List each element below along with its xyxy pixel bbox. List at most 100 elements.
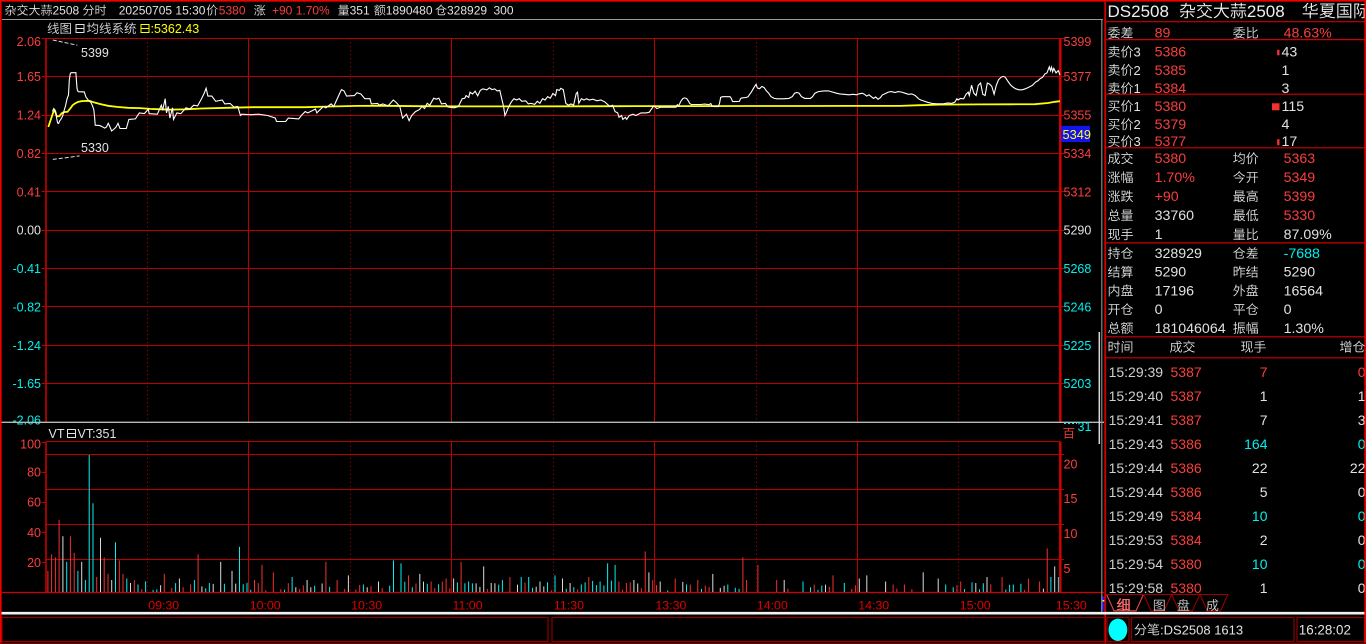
- svg-text:5384: 5384: [1155, 81, 1187, 97]
- svg-text:3: 3: [1358, 412, 1366, 428]
- svg-text:5387: 5387: [1171, 364, 1202, 380]
- svg-text:11:00: 11:00: [453, 599, 483, 613]
- svg-text:5380: 5380: [219, 4, 246, 18]
- svg-text:115: 115: [1282, 99, 1305, 115]
- svg-text:15:00: 15:00: [960, 599, 991, 613]
- svg-text:17196: 17196: [1155, 283, 1195, 299]
- svg-text:1.65: 1.65: [17, 70, 41, 84]
- svg-text:0: 0: [1358, 532, 1366, 548]
- svg-text:5377: 5377: [1064, 70, 1092, 84]
- svg-text:1: 1: [1260, 580, 1268, 596]
- svg-text:2: 2: [1260, 532, 1268, 548]
- svg-text:20: 20: [27, 556, 41, 570]
- svg-text:5290: 5290: [1064, 224, 1092, 238]
- svg-text:VT:351: VT:351: [78, 427, 117, 441]
- svg-text:0: 0: [1358, 436, 1366, 452]
- svg-text:3: 3: [1134, 134, 1141, 149]
- svg-text:5290: 5290: [1284, 265, 1316, 281]
- svg-text:351: 351: [350, 4, 370, 18]
- svg-text:1.70%: 1.70%: [1155, 170, 1196, 186]
- svg-text:0: 0: [1155, 302, 1163, 318]
- svg-text:5363: 5363: [1284, 151, 1316, 167]
- svg-text:5290: 5290: [1155, 265, 1187, 281]
- svg-text:-0.82: -0.82: [13, 300, 42, 314]
- svg-text:5380: 5380: [1155, 99, 1187, 115]
- svg-text:15:29:41: 15:29:41: [1109, 412, 1164, 428]
- svg-text:16:28:02: 16:28:02: [1299, 622, 1351, 637]
- svg-text:5203: 5203: [1064, 377, 1092, 391]
- svg-text:15:29:58: 15:29:58: [1109, 580, 1164, 596]
- svg-text:5387: 5387: [1171, 388, 1202, 404]
- svg-text:15: 15: [1064, 492, 1078, 506]
- svg-text:5379: 5379: [1155, 117, 1187, 133]
- svg-text:14:00: 14:00: [757, 599, 788, 613]
- svg-text:31: 31: [1078, 420, 1092, 434]
- svg-text:43: 43: [1282, 45, 1298, 61]
- svg-text:0: 0: [1358, 556, 1366, 572]
- svg-text:1: 1: [1358, 388, 1366, 404]
- svg-text:1: 1: [1134, 81, 1141, 96]
- svg-text:15:29:40: 15:29:40: [1109, 388, 1164, 404]
- svg-text:5380: 5380: [1155, 151, 1187, 167]
- svg-text:10: 10: [1252, 556, 1268, 572]
- svg-text:5385: 5385: [1155, 63, 1187, 79]
- svg-text:17: 17: [1282, 134, 1298, 150]
- svg-text:5312: 5312: [1064, 185, 1092, 199]
- svg-text:328929: 328929: [1155, 246, 1202, 262]
- svg-text:VT: VT: [49, 427, 65, 441]
- svg-text:3: 3: [1282, 81, 1290, 97]
- svg-text:+90: +90: [1155, 189, 1179, 205]
- svg-text:5386: 5386: [1171, 436, 1202, 452]
- svg-text:0: 0: [1358, 484, 1366, 500]
- svg-text:0.00: 0.00: [17, 224, 41, 238]
- svg-text:80: 80: [27, 466, 41, 480]
- svg-text:5399: 5399: [1064, 35, 1092, 49]
- svg-text:2: 2: [1134, 63, 1141, 78]
- svg-text:-2.06: -2.06: [13, 414, 42, 428]
- svg-text:48.63%: 48.63%: [1284, 26, 1333, 42]
- svg-text:10: 10: [1252, 508, 1268, 524]
- svg-text:5399: 5399: [81, 46, 109, 60]
- svg-text:1: 1: [1260, 388, 1268, 404]
- svg-text:5384: 5384: [1171, 532, 1202, 548]
- svg-text:5246: 5246: [1064, 300, 1092, 314]
- svg-text:-7688: -7688: [1284, 246, 1320, 262]
- svg-text:15:29:49: 15:29:49: [1109, 508, 1164, 524]
- svg-text:5225: 5225: [1064, 339, 1092, 353]
- svg-text:1: 1: [1282, 63, 1290, 79]
- svg-text:13:30: 13:30: [655, 599, 686, 613]
- svg-text:15:29:44: 15:29:44: [1109, 484, 1164, 500]
- svg-text:0: 0: [1284, 302, 1292, 318]
- svg-text:5355: 5355: [1064, 109, 1092, 123]
- svg-text:-1.65: -1.65: [13, 377, 42, 391]
- svg-text:164: 164: [1244, 436, 1268, 452]
- svg-text:5268: 5268: [1064, 262, 1092, 276]
- svg-text::5362.43: :5362.43: [151, 22, 200, 36]
- svg-text:20: 20: [1064, 457, 1078, 471]
- svg-text:5330: 5330: [1284, 208, 1316, 224]
- svg-text:14:30: 14:30: [858, 599, 889, 613]
- svg-text:0.82: 0.82: [17, 147, 41, 161]
- svg-text:7: 7: [1260, 364, 1268, 380]
- svg-text:87.09%: 87.09%: [1284, 227, 1333, 243]
- svg-text:15:30: 15:30: [1056, 599, 1087, 613]
- svg-text::DS2508 1613: :DS2508 1613: [1160, 622, 1243, 637]
- svg-text:5334: 5334: [1064, 147, 1092, 161]
- svg-text:22: 22: [1252, 460, 1268, 476]
- svg-text:5380: 5380: [1171, 556, 1202, 572]
- svg-text:5377: 5377: [1155, 134, 1187, 150]
- svg-text:328929: 328929: [447, 4, 487, 18]
- svg-text:-1.24: -1.24: [13, 339, 42, 353]
- svg-text:10: 10: [1064, 527, 1078, 541]
- svg-text:2508: 2508: [53, 4, 80, 18]
- svg-text:15:29:54: 15:29:54: [1109, 556, 1164, 572]
- svg-text:300: 300: [494, 4, 514, 18]
- svg-text:22: 22: [1350, 460, 1366, 476]
- svg-text:3: 3: [1134, 45, 1141, 60]
- svg-text:5386: 5386: [1171, 484, 1202, 500]
- svg-text:89: 89: [1155, 26, 1171, 42]
- svg-text:15:29:44: 15:29:44: [1109, 460, 1164, 476]
- svg-text:1.24: 1.24: [17, 109, 41, 123]
- svg-text:5387: 5387: [1171, 412, 1202, 428]
- svg-text:1890480: 1890480: [386, 4, 433, 18]
